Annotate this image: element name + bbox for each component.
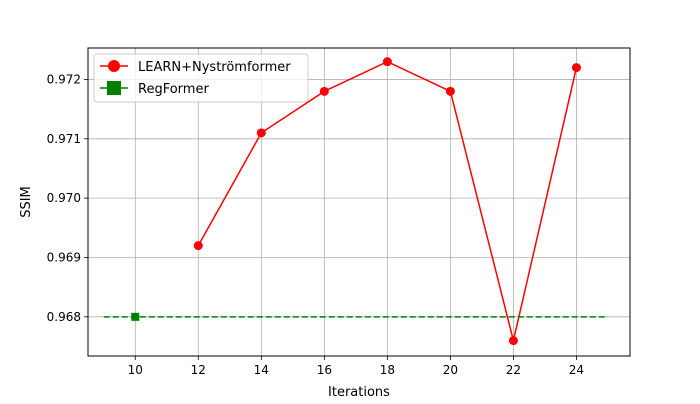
- x-tick-label-4: 18: [380, 363, 395, 377]
- series-0-point-4: [445, 86, 455, 96]
- y-tick-label-1: 0.969: [47, 250, 81, 264]
- x-tick-label-5: 20: [443, 363, 458, 377]
- series-0-point-2: [319, 86, 329, 96]
- x-tick-label-3: 16: [317, 363, 332, 377]
- series-1: [103, 312, 608, 321]
- x-axis-label: Iterations: [328, 385, 390, 400]
- legend-label-0: LEARN+Nyströmformer: [138, 60, 291, 75]
- legend-label-1: RegFormer: [138, 82, 209, 97]
- y-axis-label: SSIM: [19, 186, 34, 218]
- legend-box: [93, 53, 309, 103]
- series-0: [193, 57, 581, 346]
- legend-marker-0: [108, 60, 120, 72]
- axes: 10 12 14 16 18 20 22 24 0.968 0.969 0.970 0.971 0.97…: [47, 72, 584, 377]
- series-1-point-0: [131, 312, 140, 321]
- y-tick-label-0: 0.968: [47, 310, 81, 324]
- x-tick-label-7: 24: [569, 363, 584, 377]
- series-0-point-0: [193, 241, 203, 251]
- legend-marker-1: [107, 81, 121, 95]
- x-tick-label-2: 14: [254, 363, 269, 377]
- y-tick-label-2: 0.970: [47, 191, 81, 205]
- series-0-point-5: [508, 336, 518, 346]
- plot-frame: [87, 47, 631, 357]
- series-layer: [103, 57, 608, 346]
- series-0-point-3: [382, 57, 392, 67]
- series-0-point-1: [256, 128, 266, 138]
- x-tick-label-0: 10: [128, 363, 143, 377]
- x-tick-label-1: 12: [191, 363, 206, 377]
- series-0-point-6: [571, 63, 581, 73]
- x-tick-label-6: 22: [506, 363, 521, 377]
- legend: LEARN+Nyströmformer RegFormer: [93, 53, 309, 103]
- y-tick-label-3: 0.971: [47, 132, 81, 146]
- y-tick-label-4: 0.972: [47, 72, 81, 86]
